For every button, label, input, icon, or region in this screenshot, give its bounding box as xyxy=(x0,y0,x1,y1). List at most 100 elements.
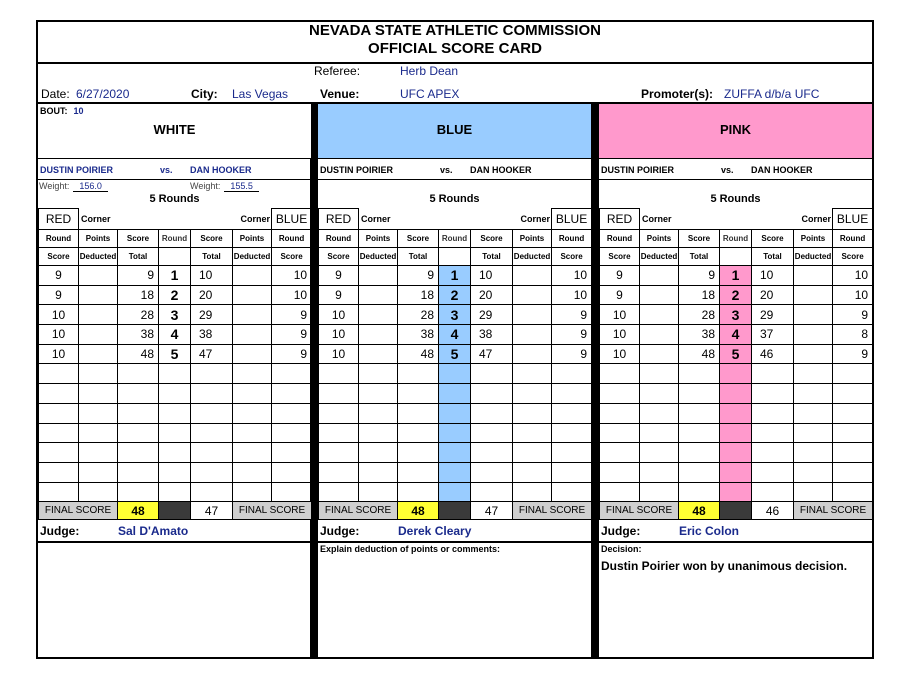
col-label: Total xyxy=(678,247,720,266)
blue-points-deducted xyxy=(511,383,553,404)
round-row: 10 48 5 47 9 xyxy=(318,343,593,365)
red-points-deducted xyxy=(78,284,118,306)
blue-corner-label: BLUE xyxy=(551,208,593,230)
round-row: 9 18 2 20 10 xyxy=(599,284,874,306)
card-color: WHITE xyxy=(153,122,196,137)
blue-round-score xyxy=(551,442,593,463)
blue-corner-label: BLUE xyxy=(271,208,313,230)
blue-points-deducted xyxy=(511,284,553,306)
blue-round-score: 10 xyxy=(832,284,874,306)
blue-score-total xyxy=(190,363,233,385)
judge-panel-blue: BLUE DUSTIN POIRIER vs. DAN HOOKER 5 Rou… xyxy=(318,104,593,657)
round-number: 5 xyxy=(158,343,191,365)
col-round-score: Round xyxy=(38,229,79,248)
col-round-score: Round xyxy=(551,229,593,248)
col-points-deducted: Points xyxy=(511,229,553,248)
blue-round-score: 10 xyxy=(551,265,593,286)
round-row xyxy=(599,402,874,424)
round-number: 2 xyxy=(438,284,471,306)
final-score-label: FINAL SCORE xyxy=(38,501,118,521)
red-round-score xyxy=(599,402,640,424)
judge-name: Derek Cleary xyxy=(398,524,472,538)
promoter-label: Promoter(s): xyxy=(641,87,714,101)
round-number xyxy=(158,422,191,444)
blue-score-total xyxy=(751,481,794,503)
red-score-total xyxy=(678,461,720,483)
red-points-deducted xyxy=(78,383,118,404)
blue-round-score xyxy=(551,383,593,404)
blue-points-deducted xyxy=(511,304,553,326)
blue-score-total: 47 xyxy=(190,343,233,365)
card-title: NEVADA STATE ATHLETIC COMMISSION OFFICIA… xyxy=(38,22,872,64)
red-round-score xyxy=(318,481,359,503)
red-score-total xyxy=(678,402,720,424)
col-label: Total xyxy=(117,247,159,266)
blue-score-total xyxy=(470,383,513,404)
round-number: 2 xyxy=(719,284,752,306)
red-points-deducted xyxy=(78,402,118,424)
red-score-total xyxy=(397,442,439,463)
round-row xyxy=(38,481,313,503)
red-points-deducted xyxy=(358,422,398,444)
blue-score-total xyxy=(190,402,233,424)
judge-panel-white: BOUT: 10 WHITE DUSTIN POIRIER vs. DAN HOO… xyxy=(38,104,313,657)
judge-name: Eric Colon xyxy=(679,524,740,538)
col-label: Total xyxy=(470,247,513,266)
judge-row: Judge: Sal D'Amato xyxy=(38,524,311,543)
red-round-score: 9 xyxy=(38,284,79,306)
blue-points-deducted xyxy=(231,402,273,424)
col-round-score: Round xyxy=(599,229,640,248)
red-score-total: 9 xyxy=(397,265,439,286)
red-score-total: 18 xyxy=(678,284,720,306)
col-round-score: Round xyxy=(271,229,313,248)
red-round-score: 10 xyxy=(599,343,640,365)
blue-score-total: 29 xyxy=(751,304,794,326)
blue-score-total xyxy=(190,383,233,404)
red-points-deducted xyxy=(639,461,679,483)
round-row: 9 9 1 10 10 xyxy=(318,265,593,286)
round-row xyxy=(318,422,593,444)
red-final-score: 48 xyxy=(678,501,720,521)
col-label: Deducted xyxy=(231,247,273,266)
red-score-total xyxy=(678,481,720,503)
round-row xyxy=(38,422,313,444)
red-round-score: 10 xyxy=(318,304,359,326)
red-final-score: 48 xyxy=(117,501,159,521)
blue-score-total xyxy=(470,461,513,483)
col-score-total: Score xyxy=(751,229,794,248)
blue-points-deducted xyxy=(511,363,553,385)
round-number xyxy=(158,442,191,463)
blue-points-deducted xyxy=(511,402,553,424)
round-number xyxy=(158,363,191,385)
blue-corner-label: BLUE xyxy=(832,208,874,230)
blue-score-total xyxy=(751,402,794,424)
col-score-total: Score xyxy=(678,229,720,248)
red-points-deducted xyxy=(78,265,118,286)
red-round-score xyxy=(318,461,359,483)
blue-round-score: 8 xyxy=(832,324,874,345)
red-score-total: 28 xyxy=(397,304,439,326)
blue-fighter: DAN HOOKER xyxy=(751,165,813,175)
red-score-total xyxy=(397,422,439,444)
blue-score-total xyxy=(470,442,513,463)
red-score-total xyxy=(117,383,159,404)
red-round-score xyxy=(599,383,640,404)
score-table: RED Corner Corner BLUE Round Points Score… xyxy=(599,208,874,521)
decision-text: Dustin Poirier won by unanimous decision… xyxy=(601,559,848,573)
red-score-total xyxy=(678,422,720,444)
red-score-total: 48 xyxy=(117,343,159,365)
blue-round-score: 9 xyxy=(271,343,313,365)
blue-round-score xyxy=(271,422,313,444)
corner-labels: Corner Corner xyxy=(77,208,273,230)
red-points-deducted xyxy=(639,363,679,385)
divider xyxy=(591,104,599,657)
blue-weight: Weight: 155.5 xyxy=(190,181,259,192)
color-header: PINK xyxy=(599,104,872,159)
col-label: Score xyxy=(599,247,640,266)
red-score-total xyxy=(397,481,439,503)
blue-score-total xyxy=(751,461,794,483)
red-round-score: 10 xyxy=(38,304,79,326)
red-score-total xyxy=(397,402,439,424)
divider xyxy=(310,104,318,657)
round-number xyxy=(158,461,191,483)
